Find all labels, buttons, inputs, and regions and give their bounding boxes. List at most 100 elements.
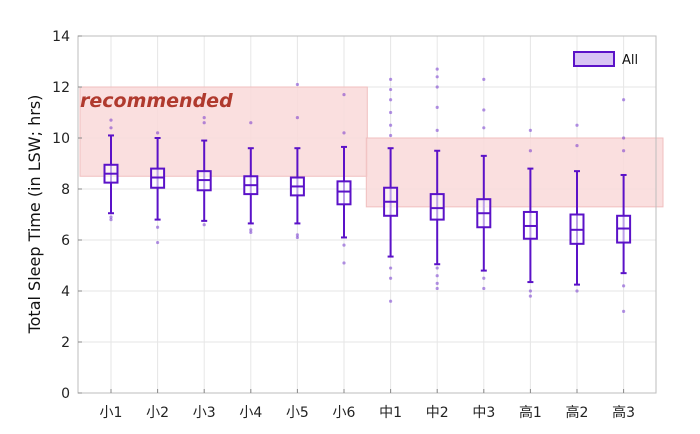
recommended-band [79, 86, 368, 177]
outlier-point [528, 294, 533, 298]
box-1 [103, 118, 119, 222]
x-tick-label: 小3 [193, 405, 216, 421]
outlier-point [295, 116, 299, 120]
x-tick-label: 小1 [100, 405, 123, 421]
y-tick-label: 10 [52, 131, 70, 147]
outlier-point [389, 77, 393, 81]
x-tick-label: 高1 [519, 404, 542, 421]
outlier-point [622, 98, 626, 102]
x-tick-label: 小5 [286, 405, 309, 421]
outlier-point [575, 144, 579, 148]
x-tick-label: 高2 [566, 404, 589, 421]
outlier-point [389, 266, 393, 270]
outlier-point [109, 118, 113, 122]
outlier-point [249, 121, 253, 125]
box-10 [522, 128, 538, 298]
outlier-point [528, 149, 533, 153]
outlier-point [435, 274, 439, 278]
outlier-point [295, 235, 299, 240]
legend: All [573, 51, 638, 68]
outlier-point [109, 218, 113, 222]
outlier-point [389, 133, 393, 138]
outlier-point [435, 85, 439, 89]
box-3 [196, 116, 212, 227]
outlier-point [342, 261, 346, 265]
y-tick-label: 2 [61, 335, 70, 351]
box-2 [150, 131, 166, 245]
outlier-point [435, 286, 439, 291]
outlier-point [482, 276, 486, 280]
outlier-point [435, 105, 439, 109]
legend-label: All [622, 53, 638, 68]
outlier-point [528, 128, 533, 132]
outlier-point [342, 93, 346, 97]
outlier-point [435, 75, 439, 79]
outlier-point [109, 215, 113, 219]
outlier-point [342, 131, 346, 135]
x-tick-label: 小2 [146, 405, 169, 421]
y-tick-label: 4 [61, 284, 70, 300]
y-tick-label: 8 [61, 182, 70, 198]
outlier-point [156, 240, 160, 245]
outlier-point [249, 228, 253, 232]
box-4 [243, 121, 259, 234]
recommended-band [365, 137, 664, 208]
outlier-point [295, 233, 299, 237]
box-9 [476, 77, 492, 291]
outlier-point [528, 289, 533, 293]
outlier-point [202, 116, 206, 120]
outlier-point [482, 77, 486, 81]
y-tick-label: 14 [52, 29, 70, 45]
box-7 [383, 77, 399, 303]
outlier-point [156, 225, 160, 229]
outlier-point [202, 223, 206, 227]
recommended-bands [79, 86, 664, 208]
box-6 [336, 93, 352, 265]
outlier-point [622, 284, 626, 288]
x-axis: 小1 小2 小3 小4 小5 小6 中1 中2 中3 高1 高2 高3 [100, 389, 635, 421]
outlier-point [622, 309, 626, 313]
outlier-point [622, 149, 626, 153]
outlier-point [249, 230, 253, 234]
y-axis-label: Total Sleep Time (in LSW; hrs) [25, 95, 44, 335]
y-axis: 0 2 4 6 8 10 12 14 [52, 29, 82, 402]
x-tick-label: 小4 [239, 405, 262, 421]
outlier-point [482, 286, 486, 291]
outlier-point [389, 299, 393, 303]
x-tick-label: 高3 [612, 404, 635, 421]
series-all [103, 67, 632, 313]
x-tick-label: 中1 [379, 405, 402, 421]
outlier-point [389, 87, 393, 92]
outlier-point [295, 82, 299, 87]
box-5 [289, 82, 305, 240]
outlier-point [389, 98, 393, 102]
outlier-point [435, 281, 439, 285]
outlier-point [435, 128, 439, 132]
outlier-point [389, 123, 393, 127]
y-tick-label: 6 [61, 233, 70, 249]
outlier-point [202, 121, 206, 125]
y-tick-label: 0 [61, 386, 70, 402]
outlier-point [435, 266, 439, 270]
box-11 [569, 123, 585, 293]
outlier-point [342, 243, 346, 247]
box-8 [429, 67, 445, 291]
legend-swatch [573, 51, 615, 67]
outlier-point [575, 289, 579, 293]
outlier-point [482, 108, 486, 112]
outlier-point [389, 110, 393, 115]
outlier-point [575, 123, 579, 127]
outlier-point [435, 67, 439, 71]
outlier-point [482, 126, 486, 130]
y-tick-label: 12 [52, 80, 70, 96]
box-iqr [336, 180, 352, 206]
box-12 [616, 98, 632, 313]
outlier-point [622, 136, 626, 140]
x-tick-label: 中2 [426, 405, 449, 421]
outlier-point [389, 276, 393, 280]
outlier-point [109, 126, 113, 130]
plot-frame [77, 35, 657, 394]
box-iqr [429, 193, 445, 221]
recommended-annotation: recommended [80, 90, 233, 112]
